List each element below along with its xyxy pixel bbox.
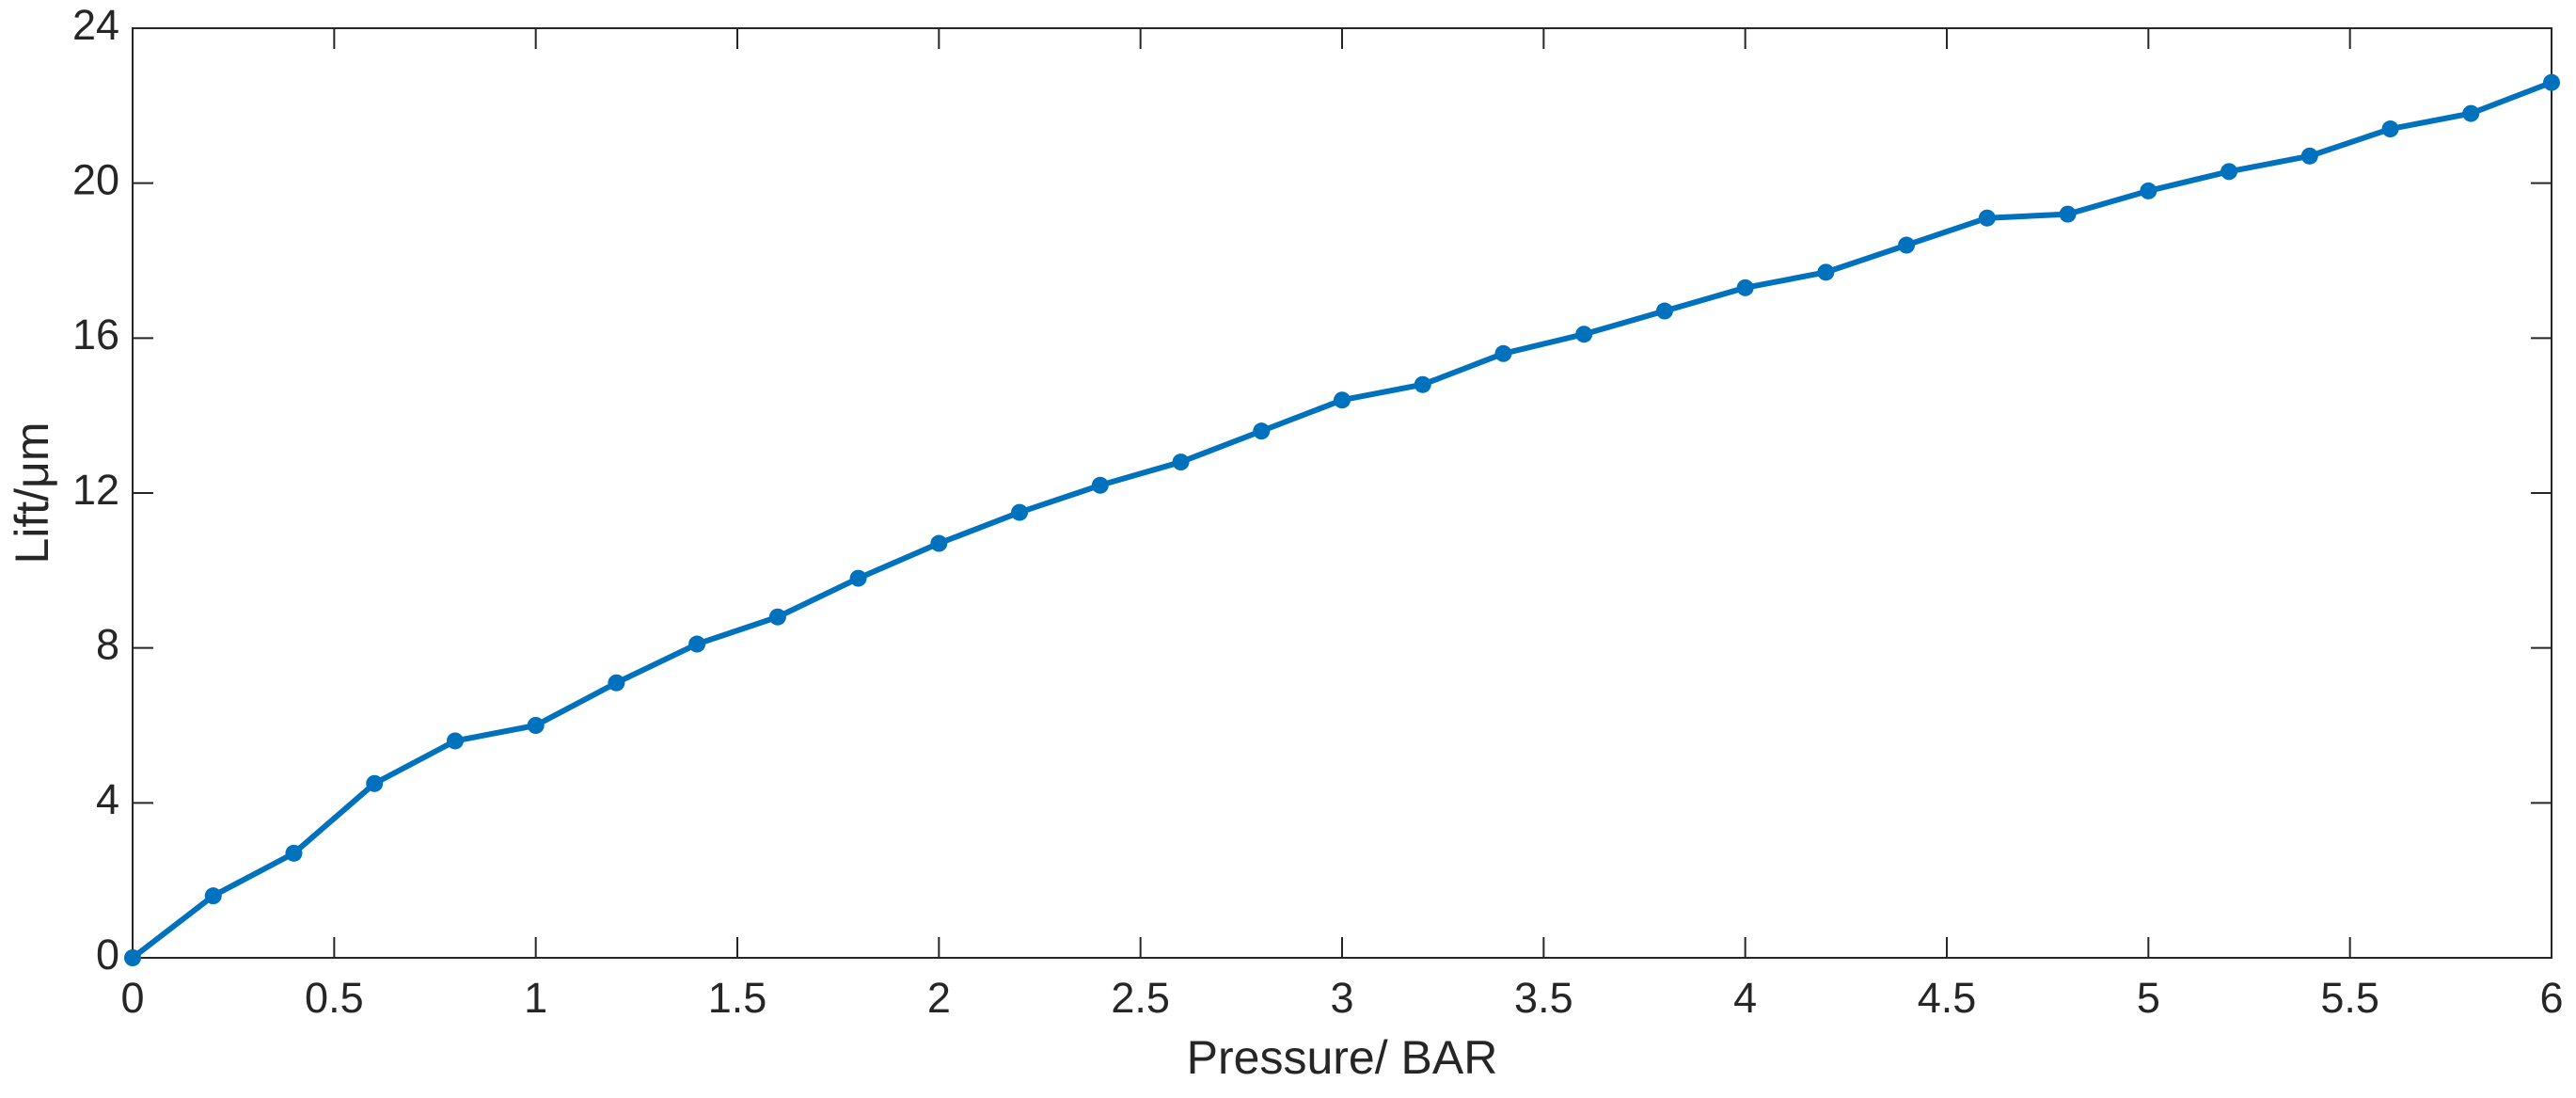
y-tick-label: 4 [96,775,119,823]
data-point [1898,236,1916,254]
x-tick-label: 0.5 [305,974,364,1022]
data-point [930,534,948,552]
x-tick-label: 5.5 [2320,974,2379,1022]
x-tick-label: 0 [120,974,144,1022]
data-point [1172,454,1190,471]
x-tick-label: 1.5 [708,974,767,1022]
y-tick-label: 0 [96,931,119,979]
x-tick-label: 3 [1330,974,1353,1022]
data-point [608,674,625,692]
data-point [2059,205,2077,223]
data-point [2140,182,2157,199]
data-point [688,635,706,653]
y-tick-label: 12 [72,466,119,514]
y-tick-label: 20 [72,156,119,204]
x-tick-label: 2.5 [1111,974,1170,1022]
data-point [1334,391,1351,409]
data-point [2543,73,2560,91]
x-tick-label: 4 [1733,974,1757,1022]
data-point [1575,326,1593,343]
plot-frame [132,27,2552,959]
data-point [1736,278,1754,296]
x-tick-label: 5 [2137,974,2160,1022]
data-point [1817,263,1835,281]
data-point [1655,302,1673,320]
x-tick-label: 4.5 [1918,974,1977,1022]
y-axis-label: Lift/μm [6,422,58,564]
y-tick-label: 8 [96,621,119,669]
data-point [1414,375,1431,393]
data-point [124,949,141,966]
data-point [285,844,303,862]
data-point [527,717,545,734]
data-point [2381,120,2399,138]
data-line [131,79,2553,961]
data-point [204,887,222,905]
data-point [1978,209,1996,227]
data-point [768,608,786,626]
data-point [849,569,867,587]
data-point [446,732,464,750]
y-tick-label: 24 [72,1,119,49]
data-point [1494,344,1512,362]
data-point [2462,104,2480,122]
y-tick-label: 16 [72,310,119,358]
x-tick-label: 6 [2539,974,2563,1022]
data-point [1091,476,1109,494]
data-point [2220,163,2238,181]
data-point [1011,503,1029,521]
x-axis-label: Pressure/ BAR [1187,1031,1498,1084]
data-point [366,774,384,792]
x-tick-label: 2 [927,974,951,1022]
data-point [1253,422,1271,440]
x-tick-label: 3.5 [1514,974,1573,1022]
x-tick-label: 1 [524,974,547,1022]
data-point [2300,147,2318,165]
